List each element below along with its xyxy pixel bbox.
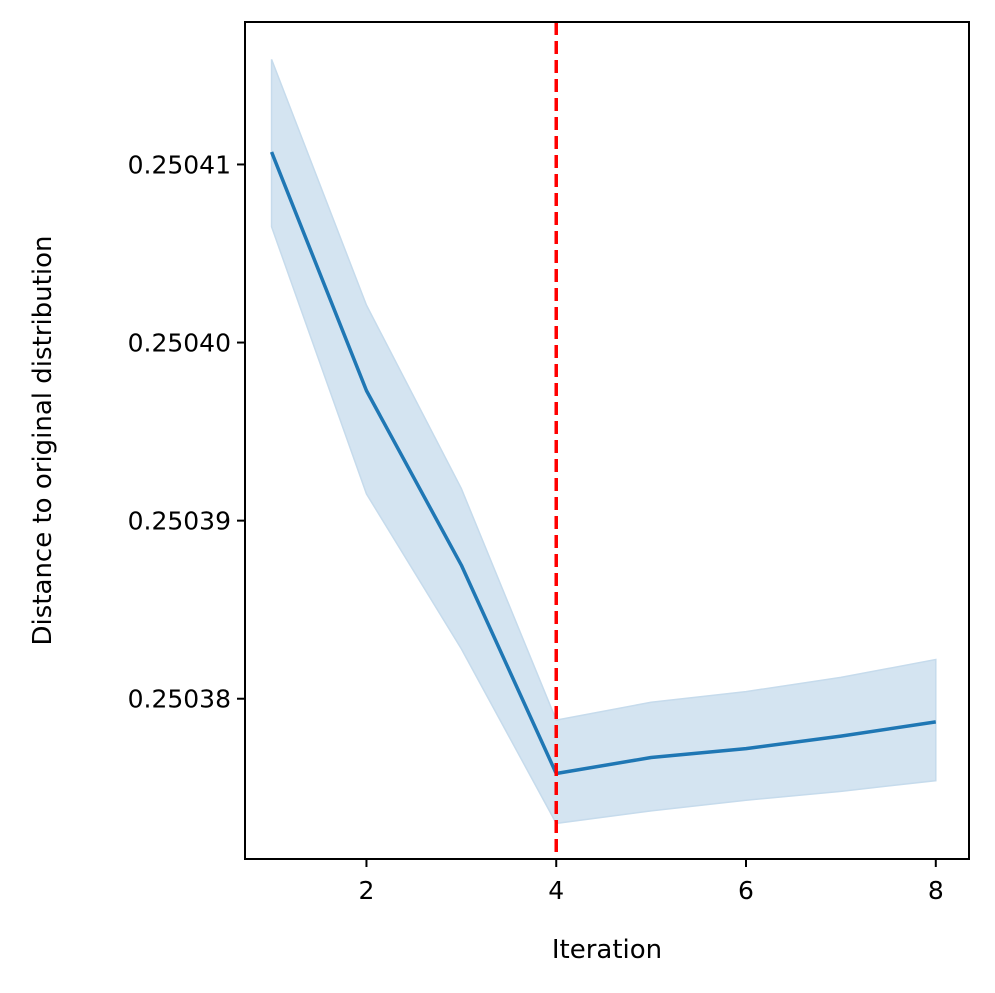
plot-frame [244, 21, 970, 860]
y-tick-label: 0.25040 [128, 329, 231, 358]
y-axis-label: Distance to original distribution [28, 236, 58, 646]
confidence-band [270, 59, 937, 825]
x-axis-label: Iteration [552, 935, 662, 965]
x-tick-label: 6 [738, 876, 754, 905]
y-tick-label: 0.25041 [128, 150, 231, 179]
x-tick-label: 2 [359, 876, 375, 905]
x-tick-label: 4 [548, 876, 564, 905]
x-tick-label: 8 [928, 876, 944, 905]
y-tick-label: 0.25039 [128, 507, 231, 536]
series-line [269, 151, 937, 776]
y-tick-label: 0.25038 [128, 685, 231, 714]
